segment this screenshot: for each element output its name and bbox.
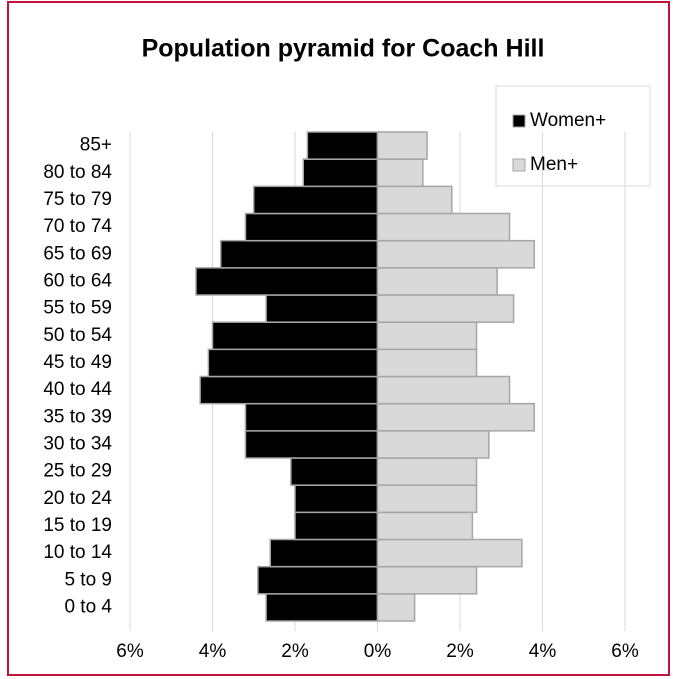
x-tick-label: 2% [446,641,474,662]
bar [220,239,379,269]
bar [376,402,535,432]
legend-label: Men+ [530,154,578,175]
bar [290,457,379,486]
x-tick-label: 0% [364,641,392,662]
bar [376,484,478,514]
bar [244,430,379,459]
bar [207,348,379,378]
y-tick-label: 30 to 34 [43,433,112,454]
bar [306,131,379,160]
bar [376,375,511,405]
bar [376,511,474,541]
bar [294,484,379,514]
bar [195,267,379,296]
bar [376,158,424,188]
x-tick-label: 6% [116,641,144,662]
legend-label: Women+ [530,110,606,131]
bar [376,267,498,296]
y-tick-label: 5 to 9 [64,569,112,590]
bar [253,185,379,215]
y-tick-label: 50 to 54 [43,325,112,346]
y-tick-label: 25 to 29 [43,461,112,482]
bar [294,511,379,541]
y-tick-label: 15 to 19 [43,515,112,536]
bar [376,565,478,595]
y-tick-label: 60 to 64 [43,270,112,291]
bar [376,430,490,459]
y-tick-label: 55 to 59 [43,298,112,319]
chart-title: Population pyramid for Coach Hill [142,35,545,63]
y-tick-label: 85+ [80,135,112,156]
y-tick-label: 70 to 74 [43,216,112,237]
bar [265,294,379,323]
legend-swatch [512,158,526,172]
bar [376,457,478,486]
bar [376,294,515,323]
bar [211,321,379,351]
bar [376,348,478,378]
y-tick-label: 35 to 39 [43,406,112,427]
y-tick-label: 0 to 4 [64,596,112,617]
x-tick-label: 6% [611,641,639,662]
y-tick-label: 75 to 79 [43,189,112,210]
y-tick-label: 80 to 84 [43,162,112,183]
y-tick-label: 10 to 14 [43,542,112,563]
x-tick-label: 4% [199,641,227,662]
y-tick-label: 45 to 49 [43,352,112,373]
bar [244,402,379,432]
x-tick-label: 2% [281,641,309,662]
y-tick-label: 65 to 69 [43,243,112,264]
bar [376,239,535,269]
bar [376,538,523,568]
bar [376,321,478,351]
y-tick-label: 40 to 44 [43,379,112,400]
bar [376,185,453,215]
bar [265,593,379,622]
legend-swatch [512,114,526,128]
bar [376,593,416,622]
bar [376,212,511,242]
bar [199,375,379,405]
bar [269,538,379,568]
y-tick-label: 20 to 24 [43,488,112,509]
bar [376,131,428,160]
x-tick-label: 4% [529,641,557,662]
bar [257,565,379,595]
bar [244,212,379,242]
bar [302,158,379,188]
